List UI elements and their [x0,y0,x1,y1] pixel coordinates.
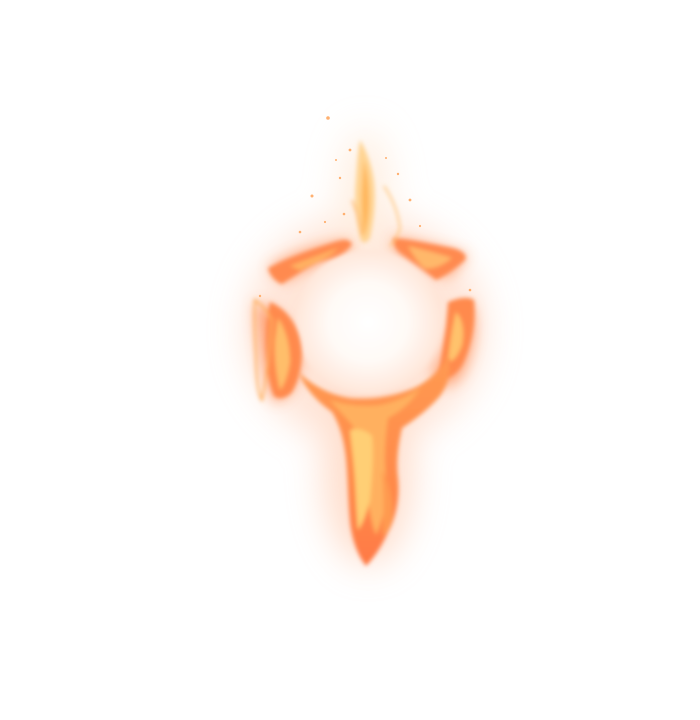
bottom-ring-and-stem [298,356,450,566]
top-flame-spike [351,140,401,247]
ember-particle [418,224,422,228]
ember-particle [335,159,337,161]
ember-particle [468,288,472,292]
upper-left-arm [268,240,352,284]
ember-particle [396,172,400,176]
right-ring-flame [440,297,475,378]
left-ring-flame [253,298,302,403]
ember-particle [326,116,330,120]
upper-right-arm [393,238,466,280]
ember-particle [258,294,262,298]
ember-particle [348,148,352,152]
ember-particle [323,220,327,224]
ember-particle [298,230,302,234]
ember-particle [342,212,346,216]
central-orb [296,250,440,394]
ember-particle [338,176,342,180]
ember-particle [385,157,387,159]
ember-particle [310,194,314,198]
ember-particles [258,116,472,298]
ember-particle [408,198,412,202]
